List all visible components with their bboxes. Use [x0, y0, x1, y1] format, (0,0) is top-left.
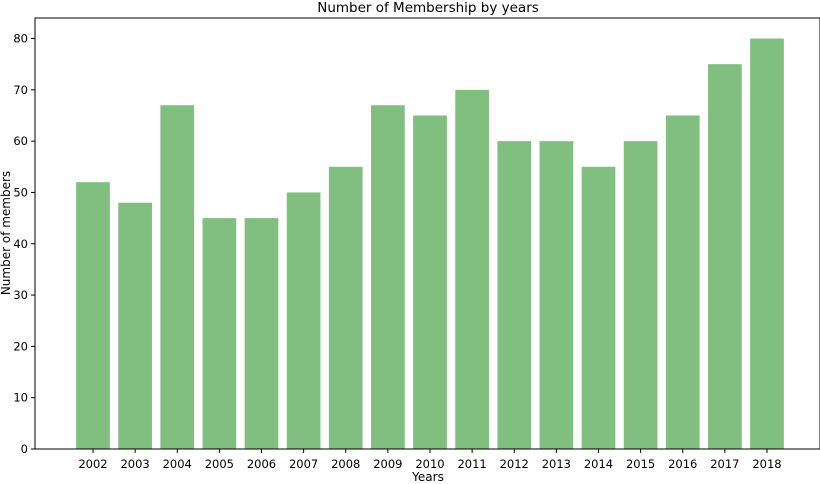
bar-2005	[202, 218, 237, 449]
chart-title: Number of Membership by years	[317, 0, 539, 16]
bar-2004	[160, 105, 195, 449]
y-axis-ticks: 0 10 20 30 40 50 60 70 80	[13, 32, 35, 456]
bar-2006	[244, 218, 279, 449]
y-tick-label: 30	[13, 288, 28, 302]
plot-frame	[34, 17, 820, 450]
bar-2002	[76, 182, 110, 449]
y-tick-label: 50	[13, 185, 28, 199]
x-tick-label: 2012	[500, 457, 529, 471]
bar-2007	[286, 192, 321, 449]
bar-2013	[539, 141, 574, 449]
bar-2018	[750, 38, 784, 450]
bar-2008	[328, 166, 363, 450]
x-axis-ticks: 2002 2003 2004 2005 2006 2007 2008 2009 2010 2011…	[78, 449, 782, 471]
y-tick-label: 0	[21, 442, 28, 456]
x-tick-label: 2015	[626, 457, 655, 471]
x-tick-label: 2005	[205, 457, 234, 471]
x-tick-label: 2011	[457, 457, 486, 471]
y-axis-label: Number of members	[0, 171, 13, 295]
x-tick-label: 2014	[584, 457, 613, 471]
y-tick-label: 20	[13, 339, 28, 353]
bar-2017	[708, 64, 742, 449]
bar-2015	[623, 141, 658, 449]
bar-2014	[581, 166, 616, 450]
y-tick-label: 10	[13, 391, 28, 405]
y-tick-label: 40	[13, 237, 28, 251]
bar-2012	[497, 141, 532, 449]
bar-2010	[413, 115, 447, 449]
y-tick-label: 60	[13, 134, 28, 148]
bar-2009	[371, 105, 405, 449]
bar-2003	[118, 202, 152, 449]
x-tick-label: 2008	[331, 457, 360, 471]
y-tick-label: 70	[13, 83, 28, 97]
x-tick-label: 2010	[415, 457, 444, 471]
bar-2016	[665, 115, 700, 449]
x-tick-label: 2009	[373, 457, 402, 471]
y-tick-label: 80	[13, 32, 28, 46]
x-tick-label: 2017	[710, 457, 739, 471]
x-tick-label: 2003	[120, 457, 149, 471]
x-axis-label: Years	[411, 470, 444, 484]
x-tick-label: 2013	[542, 457, 571, 471]
x-tick-label: 2007	[289, 457, 318, 471]
bar-2011	[455, 89, 489, 449]
x-tick-label: 2006	[247, 457, 276, 471]
x-tick-label: 2018	[752, 457, 781, 471]
bars-group	[76, 38, 784, 450]
x-tick-label: 2016	[668, 457, 697, 471]
x-tick-label: 2004	[163, 457, 192, 471]
x-tick-label: 2002	[78, 457, 107, 471]
